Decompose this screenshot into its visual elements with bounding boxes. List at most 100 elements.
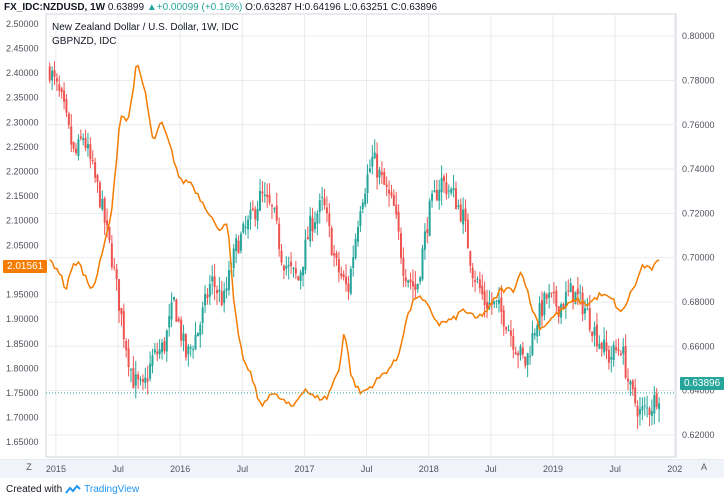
candle-body [263, 194, 266, 197]
candle-body [545, 294, 548, 299]
candle-body [378, 170, 381, 178]
zoom-button[interactable]: Z [26, 462, 32, 472]
candle-body [612, 344, 615, 361]
symbol-label[interactable]: FX_IDC:NZDUSD, 1W [4, 2, 106, 13]
candle-body [299, 272, 302, 281]
candle-body [648, 408, 651, 415]
tradingview-brand[interactable]: TradingView [84, 484, 140, 495]
candle-body [294, 268, 297, 274]
x-axis-tick-label: 2018 [419, 464, 439, 474]
candle-body [521, 347, 524, 355]
candle-body [414, 284, 417, 291]
candle-body [201, 307, 204, 324]
candle-body [67, 113, 70, 125]
candle-body [285, 265, 288, 269]
candle-body [419, 277, 422, 282]
candle-body [98, 182, 101, 208]
candle-body [514, 352, 517, 355]
candle-body [225, 288, 228, 291]
candle-body [445, 182, 448, 195]
candle-body [273, 208, 276, 210]
candle-body [77, 139, 80, 156]
candle-body [153, 349, 156, 353]
left-axis-tick-label: 1.80000 [6, 363, 39, 373]
candle-body [576, 288, 579, 295]
candle-body [552, 292, 555, 294]
candle-body [380, 172, 383, 175]
candle-body [641, 406, 644, 411]
candle-body [476, 278, 479, 280]
right-axis-tick-label: 0.62000 [682, 430, 715, 440]
candle-body [603, 339, 606, 353]
candle-body [354, 238, 357, 259]
candle-body [562, 304, 565, 308]
candle-body [125, 340, 128, 351]
candle-body [189, 347, 192, 349]
auto-scale-button[interactable]: A [700, 462, 707, 472]
candle-body [232, 248, 235, 269]
candle-body [146, 378, 149, 382]
candle-body [333, 253, 336, 256]
candle-body [349, 268, 352, 294]
candle-body [251, 208, 254, 210]
symbol-header: FX_IDC:NZDUSD, 1W 0.63899 ▲+0.00099 (+0.… [4, 2, 437, 13]
candle-body [101, 198, 104, 210]
candle-body [321, 196, 324, 198]
x-axis-tick-label: 2019 [543, 464, 563, 474]
x-axis-tick-label: 202 [667, 464, 682, 474]
candle-body [421, 248, 424, 280]
candle-body [347, 283, 350, 292]
x-axis-tick-label: 2015 [46, 464, 66, 474]
footer: Created with TradingView [6, 484, 139, 495]
candle-body [483, 291, 486, 306]
candle-body [261, 191, 264, 194]
overlay-series-legend[interactable]: GBPNZD, IDC [52, 36, 117, 47]
candle-body [529, 355, 532, 357]
candle-body [619, 353, 622, 356]
candle-body [211, 276, 214, 282]
candle-body [340, 273, 343, 277]
candle-body [60, 88, 63, 92]
candle-body [144, 377, 147, 384]
candle-body [433, 190, 436, 193]
candle-body [359, 211, 362, 227]
candle-body [158, 349, 161, 355]
candle-body [84, 137, 87, 149]
tradingview-logo-icon [65, 484, 81, 494]
candle-body [655, 393, 658, 408]
candle-body [323, 198, 326, 206]
candle-body [469, 251, 472, 266]
candle-body [51, 70, 54, 81]
candle-body [141, 379, 144, 382]
right-axis-tick-label: 0.70000 [682, 253, 715, 263]
candle-body [330, 228, 333, 256]
candle-body [643, 405, 646, 407]
candle-body [278, 223, 281, 250]
candle-body [593, 326, 596, 336]
candle-body [302, 266, 305, 276]
left-axis-tick-label: 1.75000 [6, 388, 39, 398]
candle-body [311, 217, 314, 232]
candle-body [58, 84, 61, 91]
candle-body [457, 205, 460, 208]
candle-body [397, 211, 400, 232]
candle-body [103, 198, 106, 223]
candle-body [244, 226, 247, 228]
candle-body [629, 381, 632, 385]
candle-body [404, 277, 407, 282]
candle-body [392, 195, 395, 206]
left-axis-tick-label: 1.70000 [6, 413, 39, 423]
candle-body [519, 346, 522, 356]
candle-body [605, 342, 608, 351]
candle-body [94, 162, 97, 178]
right-axis-tick-label: 0.64000 [682, 386, 715, 396]
candle-body [213, 276, 216, 288]
left-axis-tick-label: 2.50000 [6, 19, 39, 29]
candle-body [598, 343, 601, 349]
candle-body [122, 311, 125, 340]
main-series-legend[interactable]: New Zealand Dollar / U.S. Dollar, 1W, ID… [52, 22, 239, 33]
candle-body [438, 189, 441, 201]
candle-body [192, 349, 195, 351]
candle-body [342, 274, 345, 278]
